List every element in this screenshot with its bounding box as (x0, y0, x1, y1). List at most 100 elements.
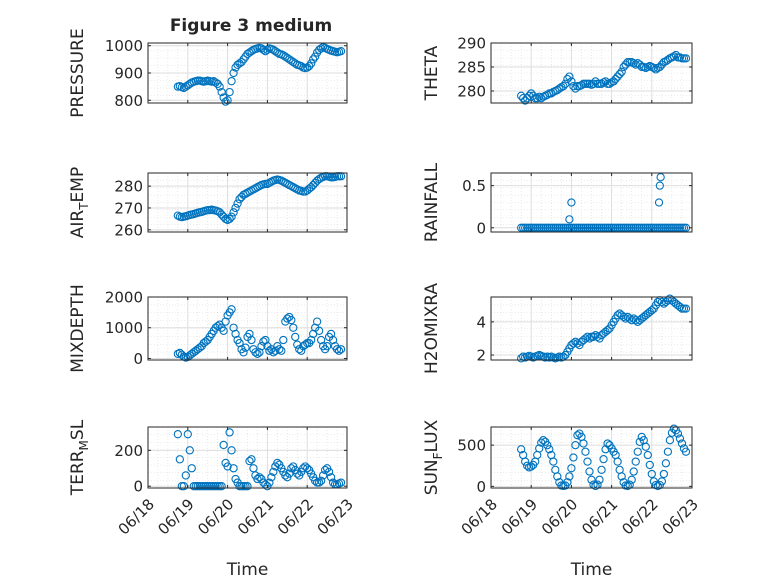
data-point (535, 444, 544, 453)
data-point (275, 345, 284, 354)
data-point (241, 343, 250, 352)
data-point (293, 340, 302, 349)
x-axis-label: Time (226, 560, 269, 580)
data-point (587, 475, 596, 484)
data-point (293, 469, 302, 478)
data-point (659, 469, 669, 479)
data-point (219, 326, 228, 335)
data-point (597, 79, 606, 88)
data-point (654, 198, 664, 207)
data-point (555, 84, 564, 93)
data-point (324, 467, 334, 476)
data-point (613, 457, 622, 466)
data-point (309, 55, 318, 64)
y-label-part: EMP (68, 167, 88, 203)
data-point (589, 79, 598, 88)
data-point (227, 446, 236, 455)
data-point (665, 436, 675, 445)
data-point (237, 57, 246, 67)
data-point (533, 94, 542, 103)
y-axis-label: PRESSURE (68, 28, 88, 117)
data-point (613, 311, 622, 320)
data-point (283, 314, 292, 323)
y-tick-label: 0.5 (462, 177, 486, 195)
data-point (583, 457, 592, 466)
data-point (297, 346, 306, 355)
axes-box (490, 426, 693, 489)
data-point (221, 97, 230, 106)
data-point (305, 62, 314, 71)
data-point (213, 322, 222, 331)
data-point (545, 445, 554, 454)
data-point (629, 59, 638, 68)
data-point (233, 199, 242, 208)
data-point (277, 346, 286, 355)
y-tick-label: 270 (114, 199, 143, 217)
data-point (253, 474, 262, 484)
axes-box (490, 42, 693, 104)
data-point (303, 464, 312, 473)
data-point (316, 44, 326, 53)
data-point (675, 434, 685, 443)
data-point (581, 447, 590, 456)
data-point (336, 345, 346, 354)
y-tick-label: 1000 (105, 319, 143, 337)
data-series (517, 424, 691, 491)
y-tick-label: 280 (457, 83, 486, 101)
y-axis-label: AIRTEMP (68, 167, 91, 238)
data-point (293, 185, 302, 194)
y-tick-label: 2000 (105, 289, 143, 307)
data-point (625, 314, 634, 323)
data-point (175, 455, 184, 464)
data-point (673, 429, 683, 438)
data-point (251, 348, 260, 357)
data-point (185, 446, 194, 455)
data-point (217, 87, 226, 97)
data-point (253, 349, 262, 358)
subplot-mixdepth: 0 1000 2000 MIXDEPTH (68, 284, 348, 373)
data-point (312, 317, 322, 326)
data-point (223, 96, 232, 105)
data-point (322, 342, 332, 351)
data-point (336, 478, 346, 487)
data-point (215, 82, 224, 91)
y-tick-label: 0 (133, 350, 143, 368)
data-point (621, 314, 630, 323)
data-point (173, 430, 182, 439)
data-point (655, 181, 664, 190)
data-point (609, 77, 618, 86)
data-point (663, 447, 673, 456)
y-axis-label: TERRMSL (68, 419, 91, 496)
data-point (603, 326, 612, 335)
data-point (316, 476, 326, 485)
data-point (581, 334, 590, 343)
data-point (627, 316, 636, 325)
y-label-part: TERR (68, 450, 88, 496)
data-point (559, 82, 568, 91)
data-point (181, 471, 190, 480)
data-point (287, 464, 296, 473)
data-point (615, 70, 624, 79)
data-point (563, 74, 572, 84)
data-point (247, 455, 256, 464)
data-point (641, 442, 650, 451)
data-point (227, 212, 236, 221)
y-tick-label: 800 (114, 92, 143, 110)
data-point (527, 462, 536, 471)
y-tick-label: 0 (476, 219, 486, 237)
data-point (173, 211, 182, 220)
data-point (583, 332, 592, 341)
data-series (173, 305, 346, 362)
data-point (567, 198, 576, 207)
data-point (243, 482, 252, 491)
data-point (565, 72, 574, 81)
data-point (314, 478, 324, 487)
data-point (653, 297, 662, 307)
subplot-h2omixra: 2 4 H2OMIXRA (422, 283, 693, 374)
data-point (535, 92, 544, 101)
data-point (227, 77, 236, 86)
y-label-part: SUN (422, 459, 442, 495)
data-point (217, 482, 226, 491)
axes-box (490, 172, 693, 233)
